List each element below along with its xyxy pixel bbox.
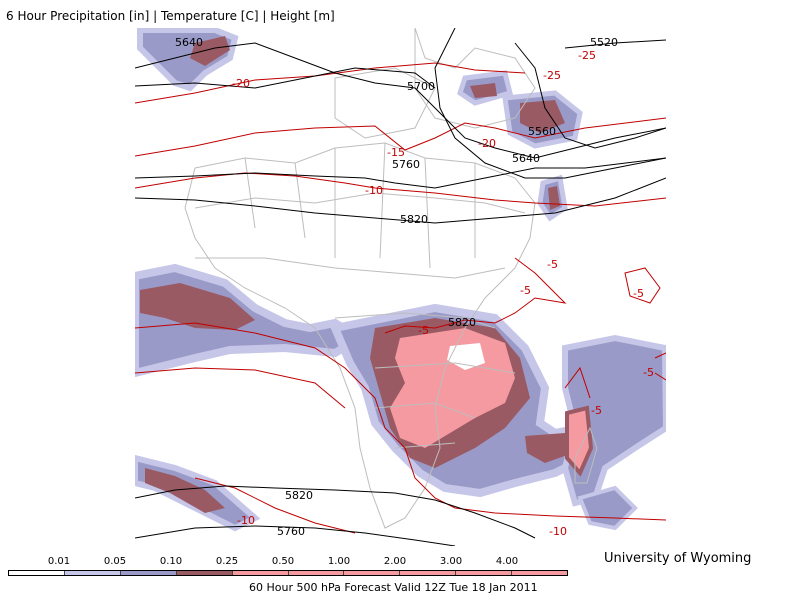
temp-label: -10 <box>365 184 383 197</box>
legend-tick: 1.00 <box>327 556 351 567</box>
temp-label: -20 <box>478 137 496 150</box>
height-contours <box>135 28 666 546</box>
height-label: 5700 <box>407 80 435 93</box>
precip-area <box>190 36 230 66</box>
height-label: 5640 <box>512 152 540 165</box>
height-label: 5820 <box>285 489 313 502</box>
height-label: 5520 <box>590 36 618 49</box>
precip-area <box>145 468 225 513</box>
temp-label: -15 <box>387 146 405 159</box>
legend-swatch <box>232 571 289 575</box>
forecast-map: 5640 5520 5700 5560 5640 5760 5820 5820 … <box>135 28 666 546</box>
contour-labels: 5640 5520 5700 5560 5640 5760 5820 5820 … <box>175 36 654 538</box>
legend-swatch <box>120 571 177 575</box>
legend-tick: 3.00 <box>439 556 463 567</box>
credit-label: University of Wyoming <box>604 551 752 566</box>
legend-tick: 0.01 <box>47 556 71 567</box>
precip-area <box>470 83 497 98</box>
precip-area <box>577 485 638 531</box>
temp-label: -5 <box>418 324 429 337</box>
height-label: 5760 <box>392 158 420 171</box>
precip-area <box>520 100 565 133</box>
legend-swatch <box>288 571 345 575</box>
legend-swatch <box>344 571 401 575</box>
height-label: 5820 <box>400 213 428 226</box>
legend-swatch <box>176 571 233 575</box>
legend-tick: 0.50 <box>271 556 295 567</box>
height-label: 5760 <box>277 525 305 538</box>
precip-area <box>565 405 594 477</box>
precip-legend: 0.01 0.05 0.10 0.25 0.50 1.00 2.00 3.00 … <box>8 556 568 580</box>
temp-label: -5 <box>520 284 531 297</box>
temp-label: -10 <box>237 514 255 527</box>
legend-swatch <box>512 571 568 575</box>
height-label: 5560 <box>528 125 556 138</box>
forecast-valid-label: 60 Hour 500 hPa Forecast Valid 12Z Tue 1… <box>249 581 538 594</box>
height-label: 5640 <box>175 36 203 49</box>
temp-label: -25 <box>543 69 561 82</box>
legend-tick: 2.00 <box>383 556 407 567</box>
temp-label: -5 <box>591 404 602 417</box>
height-label: 5820 <box>448 316 476 329</box>
temperature-isotherms <box>135 62 666 534</box>
temp-label: -5 <box>547 258 558 271</box>
temp-label: -20 <box>232 77 250 90</box>
legend-swatch <box>9 571 65 575</box>
precip-area <box>140 283 255 330</box>
precip-area <box>525 433 573 463</box>
temp-label: -10 <box>549 525 567 538</box>
legend-color-bar <box>8 570 568 576</box>
legend-swatch <box>64 571 121 575</box>
precipitation-areas <box>135 28 666 532</box>
temp-label: -5 <box>643 366 654 379</box>
legend-swatch <box>456 571 513 575</box>
temp-label: -5 <box>633 287 644 300</box>
legend-swatch <box>400 571 457 575</box>
legend-tick: 4.00 <box>495 556 519 567</box>
legend-tick: 0.10 <box>159 556 183 567</box>
legend-tick: 0.05 <box>103 556 127 567</box>
country-borders <box>184 28 598 529</box>
map-title: 6 Hour Precipitation [in] | Temperature … <box>6 9 335 23</box>
temp-label: -25 <box>578 49 596 62</box>
legend-tick: 0.25 <box>215 556 239 567</box>
